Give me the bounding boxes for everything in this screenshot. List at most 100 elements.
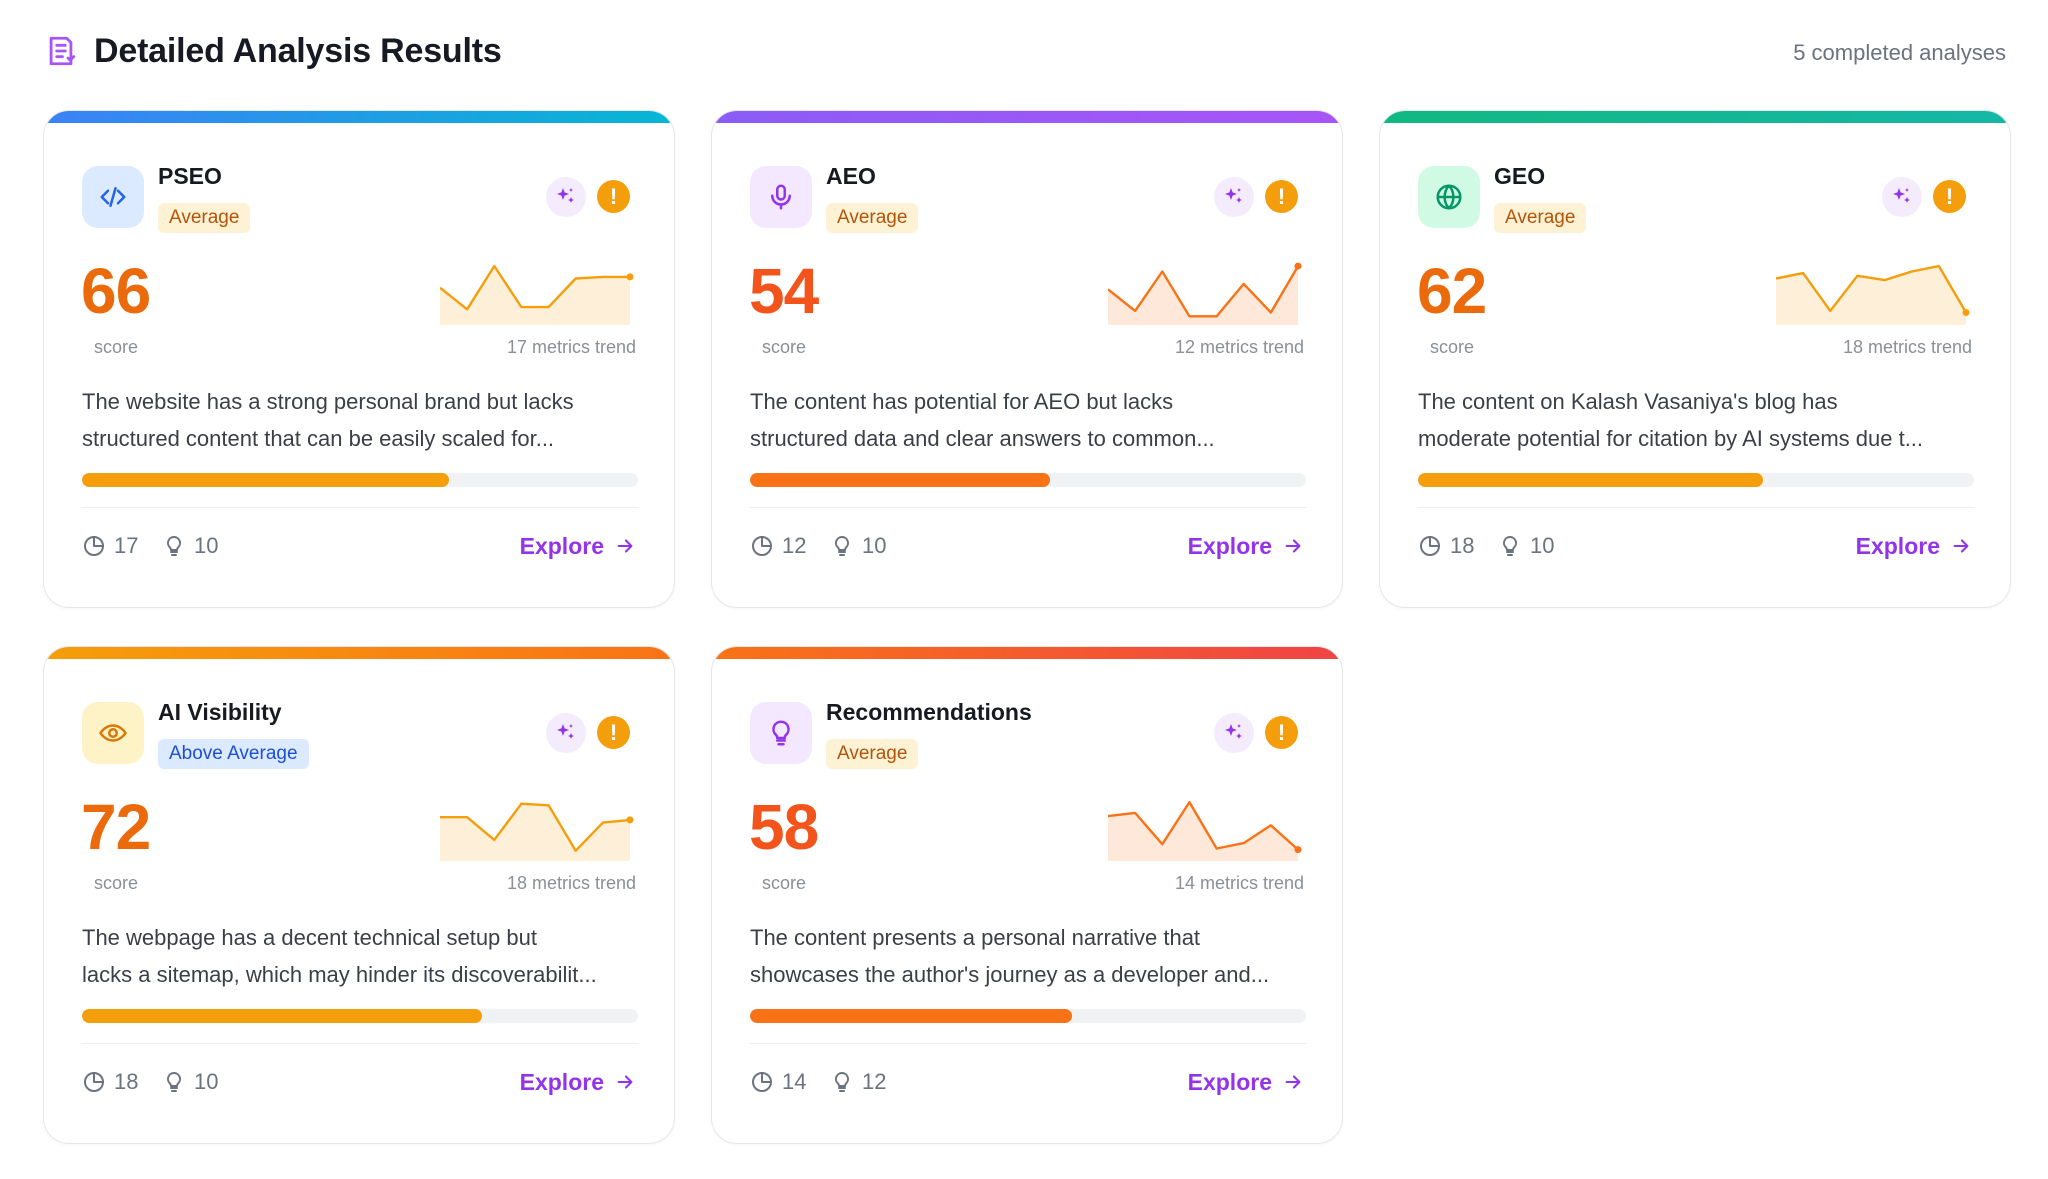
score-label: score	[762, 337, 807, 357]
ai-insights-button[interactable]	[546, 177, 586, 217]
analyses-count: 5 completed analyses	[1793, 40, 2006, 65]
ai-insights-button[interactable]	[546, 713, 586, 753]
ideas-count-value: 10	[194, 1069, 219, 1094]
explore-label: Explore	[519, 532, 604, 559]
sparkles-icon	[1893, 188, 1910, 203]
score-progress-bar	[750, 473, 1306, 487]
score-label: score	[1430, 337, 1475, 357]
warning-icon[interactable]: !	[1265, 716, 1298, 749]
sparkline-line	[1776, 264, 1968, 314]
ai-insights-button[interactable]	[1214, 177, 1254, 217]
ai-insights-button[interactable]	[1214, 713, 1254, 753]
explore-link[interactable]: Explore	[520, 529, 636, 563]
warning-icon[interactable]: !	[597, 716, 630, 749]
score-progress-fill	[82, 473, 449, 487]
analysis-card-aeo[interactable]: AEO Average ! 54 score 12 metrics trend …	[711, 110, 1343, 608]
metrics-count-value: 12	[782, 533, 807, 558]
sparkline-endpoint	[1294, 262, 1302, 270]
lightbulb-icon	[834, 1071, 850, 1092]
ai-insights-button[interactable]	[1882, 177, 1922, 217]
analysis-card-ai-visibility[interactable]: AI Visibility Above Average ! 72 score 1…	[43, 646, 675, 1144]
score-progress-fill	[750, 473, 1051, 487]
card-icon-tile	[750, 166, 812, 228]
sparkles-icon	[1225, 188, 1242, 203]
pie-chart-icon	[84, 536, 104, 556]
card-title: AI Visibility	[158, 699, 282, 725]
score-progress-fill	[750, 1009, 1073, 1023]
pie-chart-icon	[752, 1072, 772, 1092]
warning-icon[interactable]: !	[1265, 180, 1298, 213]
score-progress-bar	[82, 473, 638, 487]
sparkline-endpoint	[626, 816, 634, 824]
divider	[750, 507, 1306, 508]
analysis-card-recommendations[interactable]: Recommendations Average ! 58 score 14 me…	[711, 646, 1343, 1144]
ideas-count-value: 12	[862, 1069, 887, 1094]
ideas-count: 10	[162, 531, 218, 561]
globe-icon	[1436, 184, 1462, 210]
explore-link[interactable]: Explore	[520, 1065, 636, 1099]
trend-sparkline	[440, 802, 634, 861]
arrow-right-icon	[617, 1075, 633, 1089]
description-line: The content on Kalash Vasaniya's blog ha…	[1418, 389, 1838, 414]
document-list-icon	[42, 32, 80, 70]
pie-chart-icon	[1420, 536, 1440, 556]
explore-link[interactable]: Explore	[1188, 529, 1304, 563]
explore-link[interactable]: Explore	[1188, 1065, 1304, 1099]
pie-chart-icon	[752, 536, 772, 556]
sparkline-line	[1108, 265, 1300, 318]
metrics-count-value: 17	[114, 533, 139, 558]
description-line: structured data and clear answers to com…	[750, 426, 1215, 451]
description-line: The webpage has a decent technical setup…	[82, 925, 537, 950]
score-progress-bar	[82, 1009, 638, 1023]
card-accent-bar	[44, 647, 674, 659]
ideas-count: 10	[162, 1067, 218, 1097]
score-label: score	[762, 873, 807, 893]
sparkline-endpoint	[626, 273, 634, 281]
lightbulb-icon	[1502, 535, 1518, 556]
trend-label: 14 metrics trend	[1174, 873, 1304, 893]
warning-icon[interactable]: !	[597, 180, 630, 213]
eye-icon	[99, 724, 127, 742]
trend-sparkline	[1776, 264, 1970, 325]
rating-badge: Average	[1494, 203, 1587, 233]
divider	[82, 507, 638, 508]
lightbulb-icon	[166, 1071, 182, 1092]
page-title: Detailed Analysis Results	[94, 31, 502, 70]
metrics-count: 12	[750, 531, 806, 561]
pie-chart-icon	[84, 1072, 104, 1092]
arrow-right-icon	[1953, 539, 1969, 553]
score-value: 58	[749, 791, 819, 863]
ideas-count: 10	[830, 531, 886, 561]
card-icon-tile	[1418, 166, 1480, 228]
rating-badge: Above Average	[158, 739, 309, 769]
score-value: 62	[1417, 255, 1487, 327]
card-accent-bar	[1380, 111, 2010, 123]
lightbulb-icon	[166, 535, 182, 556]
trend-sparkline	[1108, 800, 1302, 861]
score-label: score	[94, 337, 139, 357]
warning-icon[interactable]: !	[1933, 180, 1966, 213]
card-icon-tile	[750, 702, 812, 764]
analysis-card-geo[interactable]: GEO Average ! 62 score 18 metrics trend …	[1379, 110, 2011, 608]
card-accent-bar	[44, 111, 674, 123]
explore-link[interactable]: Explore	[1856, 529, 1972, 563]
metrics-count: 18	[82, 1067, 138, 1097]
metrics-count-value: 18	[114, 1069, 139, 1094]
sparkline-area	[440, 803, 630, 861]
explore-label: Explore	[519, 1068, 604, 1095]
description-line: The content presents a personal narrativ…	[750, 925, 1201, 950]
trend-label: 18 metrics trend	[1842, 337, 1972, 357]
description-line: showcases the author's journey as a deve…	[750, 962, 1270, 987]
score-value: 72	[81, 791, 151, 863]
ideas-count-value: 10	[862, 533, 887, 558]
lightbulb-icon	[834, 535, 850, 556]
sparkline-area	[1108, 802, 1298, 861]
trend-label: 18 metrics trend	[506, 873, 636, 893]
metrics-count: 17	[82, 531, 138, 561]
code-icon	[100, 187, 126, 207]
description-line: lacks a sitemap, which may hinder its di…	[82, 962, 597, 987]
card-title: Recommendations	[826, 699, 1032, 725]
analysis-card-pseo[interactable]: PSEO Average ! 66 score 17 metrics trend…	[43, 110, 675, 608]
ideas-count-value: 10	[194, 533, 219, 558]
lightbulb-icon	[772, 720, 790, 746]
